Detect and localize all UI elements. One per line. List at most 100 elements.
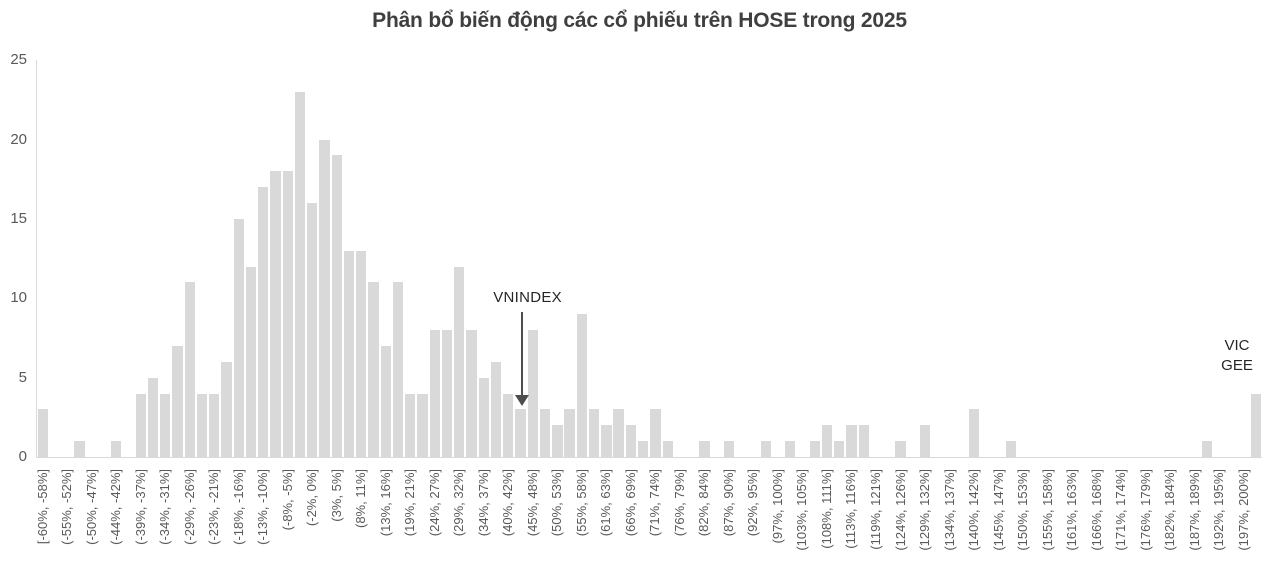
x-axis-tick-label: (-39%, -37%] [132,469,148,545]
x-axis-tick-label: (171%, 174%] [1113,469,1129,551]
histogram-bar [503,394,514,457]
x-axis-tick-label: (182%, 184%] [1162,469,1178,551]
histogram-bar [37,409,48,457]
histogram-bar [441,330,453,457]
y-axis-tick-label: 25 [10,51,27,69]
x-axis-line [36,457,1262,458]
x-axis-tick-label: (166%, 168%] [1088,469,1104,551]
x-axis-tick-label: (150%, 153%] [1015,469,1031,551]
histogram-bar [270,171,281,457]
chart-title: Phân bổ biến động các cổ phiếu trên HOSE… [372,9,907,32]
histogram-bar [172,346,183,457]
histogram-bar [588,409,600,457]
histogram-bar [294,92,306,457]
histogram-bar [552,425,563,457]
histogram-bar [919,425,931,457]
histogram-bar [343,251,355,457]
histogram-bar [625,425,637,457]
x-axis-tick-label: (108%, 111%] [818,469,834,549]
y-axis-tick-label: 5 [18,368,27,386]
x-axis-tick-label: (103%, 105%] [794,469,810,551]
histogram-bar [785,441,796,457]
histogram-bar [307,203,318,457]
x-axis-tick-label: (145%, 147%] [990,469,1006,551]
histogram-bar [405,394,416,457]
histogram-bar [319,140,330,457]
histogram-bar [1250,394,1262,457]
x-axis-tick-label: (134%, 137%] [941,469,957,551]
histogram-bar [637,441,649,457]
histogram-bar [196,394,208,457]
x-axis-tick-label: (71%, 74%] [647,469,663,537]
histogram-bar [858,425,869,457]
x-axis-tick-label: (3%, 5%] [328,469,344,522]
x-axis-tick-label: (34%, 37%] [475,469,491,537]
histogram-bar [809,441,820,457]
x-axis-tick-label: (-44%, -42%] [108,469,124,545]
vic-gee-annotation-label: VIC GEE [1221,337,1253,374]
histogram-bar [699,441,710,457]
histogram-bar [221,362,232,457]
histogram-bar [368,282,379,457]
histogram-bar [135,394,146,457]
histogram-bar [356,251,367,457]
histogram-bar [601,425,612,457]
x-axis-tick-label: (155%, 158%] [1039,469,1055,551]
histogram-bar [1005,441,1016,457]
x-axis-tick-label: (-23%, -21%] [206,469,222,545]
histogram-bar [454,267,465,457]
histogram-bar [429,330,440,457]
vnindex-arrow-head-icon [514,395,529,406]
x-axis-tick-label: (140%, 142%] [966,469,982,551]
x-axis-tick-label: (113%, 116%] [843,469,859,549]
x-axis-tick-label: (40%, 42%] [500,469,516,537]
x-axis-tick-label: (87%, 90%] [720,469,736,537]
x-axis-tick-label: (82%, 84%] [696,469,712,537]
histogram-bar [723,441,735,457]
histogram-bar [515,409,526,457]
y-axis-tick-label: 20 [10,130,27,148]
x-axis-tick-label: (29%, 32%] [451,469,467,537]
histogram-bar [245,267,257,457]
histogram-bar [846,425,857,457]
x-axis-tick-label: (-50%, -47%] [83,469,99,545]
x-axis-tick-label: (-18%, -16%] [230,469,246,545]
y-axis-line [36,60,37,457]
vnindex-arrow-line [520,312,523,395]
vnindex-annotation-label: VNINDEX [493,289,562,306]
x-axis-tick-label: (8%, 11%] [353,469,369,529]
x-axis-tick-label: (-34%, -31%] [157,469,173,545]
histogram-bar [821,425,833,457]
x-axis-tick-label: (-29%, -26%] [181,469,197,545]
x-axis-tick-label: (76%, 79%] [671,469,687,537]
histogram-bar [111,441,122,457]
histogram-bar [74,441,85,457]
histogram-bar [417,394,428,457]
x-axis-tick-label: (97%, 100%] [769,469,785,544]
histogram-bar [380,346,391,457]
x-axis-tick-label: (192%, 195%] [1211,469,1227,551]
histogram-bar [539,409,551,457]
x-axis-tick-label: (124%, 126%] [892,469,908,551]
histogram-bar [662,441,673,457]
x-axis-tick-label: (24%, 27%] [426,469,442,537]
x-axis-tick-label: (-8%, -5%] [279,469,295,531]
x-axis-tick-label: (-55%, -52%] [59,469,75,545]
histogram-bar [331,155,342,457]
x-axis-tick-label: (119%, 121%] [867,469,883,550]
x-axis-tick-label: (55%, 58%] [573,469,589,537]
histogram-bar [233,219,244,457]
histogram-bar [466,330,477,457]
y-axis-tick-label: 0 [18,448,27,465]
histogram-bar [613,409,624,457]
histogram-bar [650,409,661,457]
histogram-bar [760,441,771,457]
histogram-bar [392,282,404,457]
histogram-bar [184,282,195,457]
x-axis-tick-label: (161%, 163%] [1064,469,1080,551]
histogram-bar [968,409,980,457]
x-axis-tick-label: (50%, 53%] [549,469,565,537]
histogram-bar [527,330,538,457]
x-axis-tick-label: (129%, 132%] [917,469,932,551]
